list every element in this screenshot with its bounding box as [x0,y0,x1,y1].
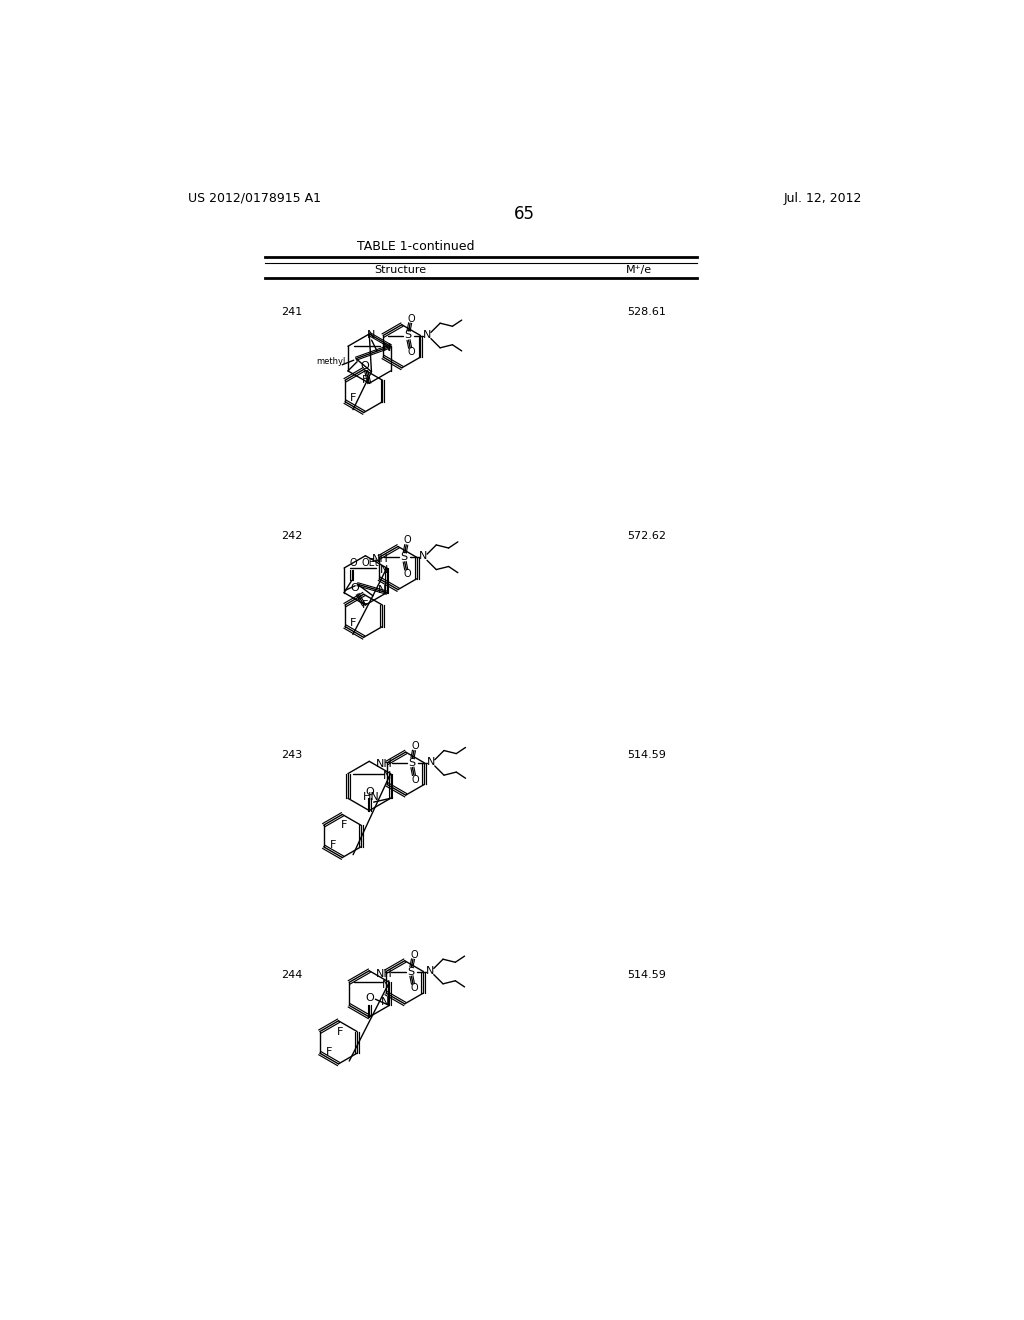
Text: 514.59: 514.59 [628,750,666,760]
Text: O: O [408,347,416,358]
Text: Structure: Structure [374,265,426,275]
Text: HN: HN [364,792,380,801]
Text: NH: NH [376,759,392,770]
Text: O: O [404,536,412,545]
Text: F: F [330,841,336,850]
Text: 243: 243 [281,750,302,760]
Text: O: O [360,360,369,371]
Text: N: N [383,343,392,352]
Text: NH: NH [372,554,388,564]
Text: N: N [426,966,434,975]
Text: O: O [408,314,416,323]
Text: S: S [409,758,415,768]
Text: O: O [404,569,412,579]
Text: US 2012/0178915 A1: US 2012/0178915 A1 [188,191,322,205]
Text: O: O [350,583,359,593]
Text: methyl: methyl [316,358,345,366]
Text: M⁺/e: M⁺/e [626,265,652,275]
Text: 528.61: 528.61 [628,308,666,317]
Text: S: S [400,552,408,562]
Text: F: F [349,393,356,403]
Text: O: O [349,558,357,569]
Text: 244: 244 [281,970,302,979]
Text: OEt: OEt [361,558,379,569]
Text: O: O [411,949,419,960]
Text: F: F [362,601,369,610]
Text: 241: 241 [281,308,302,317]
Text: N: N [423,330,431,339]
Text: O: O [365,787,374,797]
Text: N: N [427,758,435,767]
Text: N: N [378,585,386,594]
Text: O: O [365,994,374,1003]
Text: NH: NH [376,969,392,979]
Text: F: F [341,820,347,830]
Text: F: F [362,375,369,385]
Text: N: N [383,771,392,781]
Text: Jul. 12, 2012: Jul. 12, 2012 [783,191,862,205]
Text: S: S [404,330,412,341]
Text: O: O [411,983,419,994]
Text: S: S [408,966,415,977]
Text: O: O [412,775,419,785]
Text: 242: 242 [281,531,302,541]
Text: 65: 65 [514,205,536,223]
Text: F: F [349,618,356,628]
Text: F: F [337,1027,343,1036]
Text: O: O [412,741,419,751]
Text: N: N [380,565,388,574]
Text: N: N [381,998,389,1007]
Text: N: N [419,552,427,561]
Text: 572.62: 572.62 [628,531,667,541]
Text: N: N [367,330,375,341]
Text: 514.59: 514.59 [628,970,666,979]
Text: F: F [326,1047,332,1056]
Text: TABLE 1-continued: TABLE 1-continued [356,240,474,253]
Text: N: N [382,979,390,990]
